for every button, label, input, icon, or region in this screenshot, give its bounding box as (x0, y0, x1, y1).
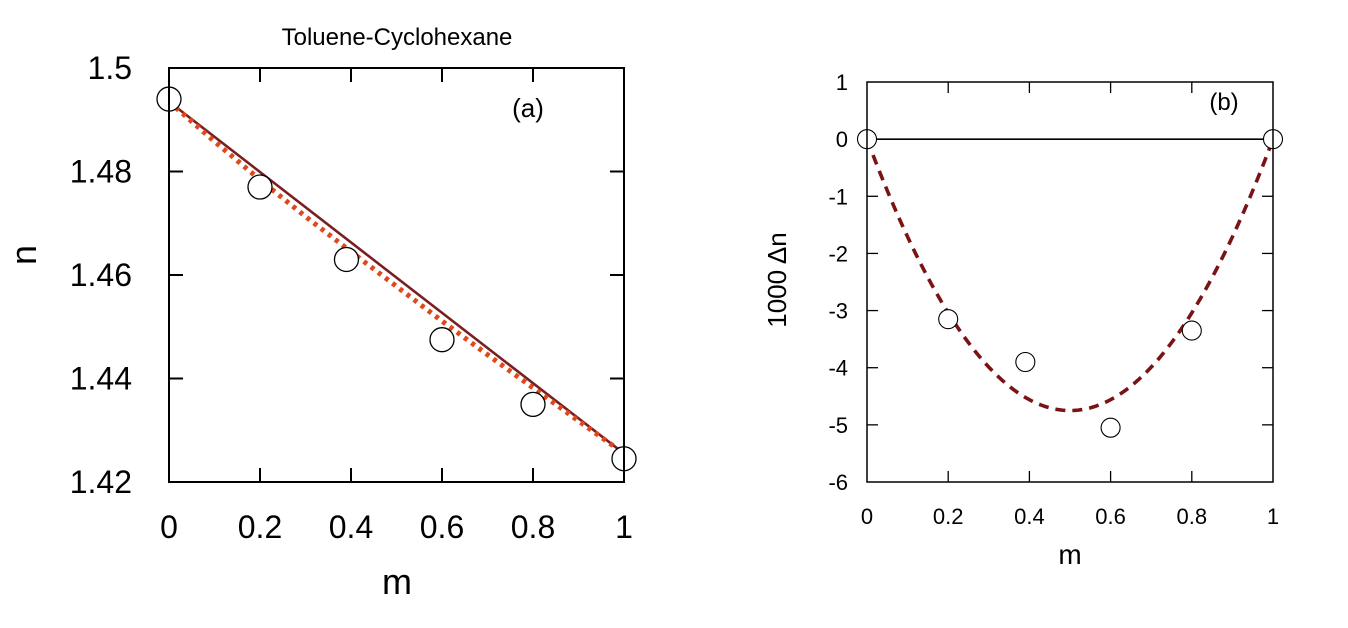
chart-b-y-tick-label: 1 (836, 70, 848, 95)
chart-a-data-point (333, 246, 360, 273)
chart-a-data-point (429, 327, 455, 353)
chart-a-xlabel: m (382, 561, 412, 602)
chart-b-dashed-fit-curve (865, 138, 1275, 413)
panel-b: (b) m 1000 Δn 0 0.2 0.4 0.6 0.8 1 -6 -5 -4 -3 -2 -1… (762, 70, 1284, 570)
chart-a-y-tick-label: 1.42 (70, 464, 132, 500)
chart-a-y-tick-label: 1.44 (70, 361, 132, 397)
chart-a-x-tick-label: 0.2 (238, 509, 282, 545)
chart-b-y-tick-label: -6 (828, 470, 848, 495)
chart-b-y-tick-label: -4 (828, 356, 848, 381)
chart-b-frame (866, 81, 1274, 483)
chart-a-ylabel: n (3, 245, 44, 265)
chart-b-y-tick-label: -2 (828, 241, 848, 266)
chart-b-x-tick-label: 0.8 (1177, 504, 1208, 529)
chart-a-x-tick-label: 0.4 (329, 509, 373, 545)
chart-a-y-tick-label: 1.48 (70, 154, 132, 190)
chart-b-data-point (938, 309, 959, 330)
chart-a-plot-area: 0 0.2 0.4 0.6 0.8 1 1.42 1.44 1.46 1.48 1.5 (70, 50, 637, 545)
chart-a-dotted-fit-line (167, 99, 626, 456)
chart-b-x-tick-label: 0.4 (1014, 504, 1045, 529)
chart-b-data-point (1100, 417, 1121, 438)
chart-a-title: Toluene-Cyclohexane (282, 24, 513, 51)
chart-a-y-tick-label: 1.5 (88, 50, 132, 86)
chart-b-panel-label: (b) (1209, 89, 1238, 116)
chart-b-y-tick-label: -5 (828, 413, 848, 438)
chart-b-data-point (1181, 320, 1202, 341)
chart-b-plot-area: 0 0.2 0.4 0.6 0.8 1 -6 -5 -4 -3 -2 -1 0 1 (828, 70, 1284, 529)
chart-a-data-point (247, 174, 273, 200)
chart-a-frame (168, 67, 625, 483)
chart-a-x-tick-label: 0.8 (511, 509, 555, 545)
chart-b-data-point (1015, 351, 1036, 373)
chart-a-panel-label: (a) (512, 93, 544, 123)
chart-a-x-tick-label: 0 (160, 509, 178, 545)
chart-b-x-tick-label: 0 (861, 504, 873, 529)
chart-a-x-tick-label: 1 (615, 509, 633, 545)
chart-b-x-tick-label: 0.6 (1095, 504, 1126, 529)
chart-b-x-tick-label: 0.2 (933, 504, 964, 529)
chart-b-y-tick-label: -1 (828, 184, 848, 209)
chart-b-xlabel: m (1058, 539, 1081, 570)
chart-b-y-tick-label: -3 (828, 299, 848, 324)
chart-b-y-tick-label: 0 (836, 127, 848, 152)
chart-b-ylabel: 1000 Δn (762, 232, 792, 327)
chart-a-data-point (520, 391, 546, 418)
chart-a-x-tick-label: 0.6 (420, 509, 464, 545)
chart-a-y-tick-label: 1.46 (70, 257, 132, 293)
chart-b-x-tick-label: 1 (1267, 504, 1279, 529)
panel-a: Toluene-Cyclohexane (a) m n 0 0.2 0.4 0.6 0.… (3, 24, 637, 602)
chart-a-solid-line (168, 100, 625, 455)
